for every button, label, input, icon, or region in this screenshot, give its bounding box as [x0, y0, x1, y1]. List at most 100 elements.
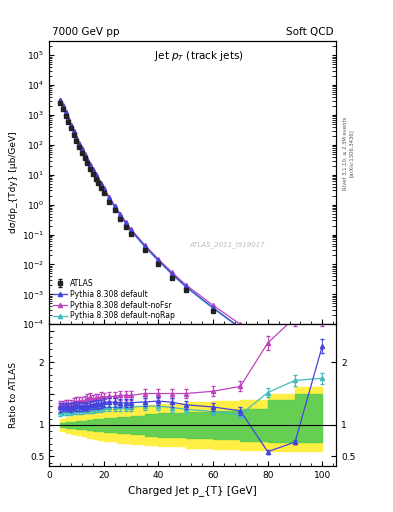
Pythia 8.308 default — [101, 186, 106, 192]
Pythia 8.308 default-noRap — [72, 129, 76, 135]
Pythia 8.308 default-noFsr — [107, 194, 112, 200]
Pythia 8.308 default-noFsr — [88, 161, 92, 167]
Pythia 8.308 default-noFsr — [61, 102, 65, 109]
Pythia 8.308 default-noRap — [90, 167, 95, 174]
Pythia 8.308 default — [69, 122, 73, 128]
Text: Soft QCD: Soft QCD — [286, 27, 333, 37]
Pythia 8.308 default-noFsr — [238, 321, 243, 327]
Pythia 8.308 default-noRap — [77, 141, 81, 147]
Pythia 8.308 default — [184, 283, 188, 289]
Line: Pythia 8.308 default-noRap: Pythia 8.308 default-noRap — [58, 99, 325, 373]
Pythia 8.308 default-noRap — [238, 326, 243, 332]
Pythia 8.308 default-noRap — [129, 228, 134, 234]
Pythia 8.308 default — [320, 365, 325, 371]
Pythia 8.308 default — [72, 128, 76, 134]
Pythia 8.308 default — [123, 220, 128, 226]
Pythia 8.308 default-noFsr — [320, 362, 325, 369]
Pythia 8.308 default-noFsr — [112, 203, 117, 209]
Pythia 8.308 default — [156, 257, 161, 263]
Pythia 8.308 default-noRap — [107, 196, 112, 202]
Y-axis label: dσ/dp_{Tdy} [μb/GeV]: dσ/dp_{Tdy} [μb/GeV] — [9, 132, 18, 233]
Pythia 8.308 default-noRap — [93, 173, 98, 179]
Text: [arXiv:1306.3436]: [arXiv:1306.3436] — [349, 130, 354, 178]
Pythia 8.308 default — [211, 305, 215, 311]
Pythia 8.308 default — [82, 152, 87, 158]
Pythia 8.308 default-noFsr — [265, 334, 270, 340]
Pythia 8.308 default-noRap — [99, 182, 103, 188]
Pythia 8.308 default-noFsr — [85, 156, 90, 162]
Pythia 8.308 default-noFsr — [72, 127, 76, 134]
Pythia 8.308 default-noFsr — [79, 145, 84, 152]
Pythia 8.308 default-noRap — [118, 212, 123, 219]
Text: ATLAS_2011_I919017: ATLAS_2011_I919017 — [189, 242, 265, 248]
Pythia 8.308 default — [85, 157, 90, 163]
Pythia 8.308 default-noFsr — [96, 176, 101, 182]
Pythia 8.308 default-noRap — [58, 98, 62, 104]
Pythia 8.308 default-noFsr — [58, 96, 62, 102]
Pythia 8.308 default-noFsr — [156, 256, 161, 262]
Pythia 8.308 default-noFsr — [63, 109, 68, 115]
Pythia 8.308 default — [61, 102, 65, 109]
Legend: ATLAS, Pythia 8.308 default, Pythia 8.308 default-noFsr, Pythia 8.308 default-no: ATLAS, Pythia 8.308 default, Pythia 8.30… — [51, 277, 176, 322]
Pythia 8.308 default-noRap — [156, 258, 161, 264]
Pythia 8.308 default-noFsr — [142, 242, 147, 248]
Pythia 8.308 default-noFsr — [69, 121, 73, 127]
Pythia 8.308 default-noFsr — [101, 185, 106, 191]
Pythia 8.308 default — [79, 146, 84, 153]
Pythia 8.308 default — [63, 110, 68, 116]
Pythia 8.308 default-noFsr — [93, 171, 98, 177]
Pythia 8.308 default-noFsr — [82, 151, 87, 157]
Pythia 8.308 default-noFsr — [184, 282, 188, 288]
Pythia 8.308 default-noRap — [142, 244, 147, 250]
Pythia 8.308 default-noFsr — [123, 219, 128, 225]
Pythia 8.308 default-noFsr — [211, 302, 215, 308]
Pythia 8.308 default-noRap — [63, 110, 68, 116]
Pythia 8.308 default-noFsr — [99, 180, 103, 186]
Pythia 8.308 default — [74, 135, 79, 141]
Pythia 8.308 default-noRap — [66, 116, 71, 122]
Pythia 8.308 default-noRap — [101, 186, 106, 193]
Pythia 8.308 default — [88, 162, 92, 168]
Line: Pythia 8.308 default: Pythia 8.308 default — [58, 98, 325, 370]
Pythia 8.308 default — [90, 167, 95, 173]
Pythia 8.308 default-noRap — [69, 122, 73, 129]
Pythia 8.308 default-noRap — [74, 135, 79, 141]
Pythia 8.308 default — [112, 203, 117, 209]
Pythia 8.308 default-noRap — [88, 163, 92, 169]
Pythia 8.308 default-noRap — [184, 284, 188, 290]
Pythia 8.308 default-noRap — [123, 220, 128, 226]
Pythia 8.308 default — [99, 181, 103, 187]
X-axis label: Charged Jet p_{T} [GeV]: Charged Jet p_{T} [GeV] — [128, 485, 257, 496]
Pythia 8.308 default-noFsr — [90, 166, 95, 172]
Pythia 8.308 default-noRap — [320, 368, 325, 374]
Pythia 8.308 default — [129, 227, 134, 233]
Text: Jet $p_T$ (track jets): Jet $p_T$ (track jets) — [154, 50, 243, 63]
Pythia 8.308 default-noRap — [79, 147, 84, 153]
Pythia 8.308 default-noFsr — [77, 140, 81, 146]
Pythia 8.308 default-noRap — [61, 103, 65, 110]
Pythia 8.308 default — [58, 97, 62, 103]
Pythia 8.308 default-noRap — [96, 177, 101, 183]
Pythia 8.308 default-noRap — [82, 152, 87, 158]
Pythia 8.308 default-noFsr — [170, 269, 174, 275]
Pythia 8.308 default-noFsr — [129, 226, 134, 232]
Pythia 8.308 default-noFsr — [293, 348, 298, 354]
Y-axis label: Ratio to ATLAS: Ratio to ATLAS — [9, 362, 18, 428]
Pythia 8.308 default-noFsr — [66, 115, 71, 121]
Pythia 8.308 default — [118, 211, 123, 218]
Pythia 8.308 default — [77, 141, 81, 147]
Pythia 8.308 default-noRap — [211, 305, 215, 311]
Line: Pythia 8.308 default-noFsr: Pythia 8.308 default-noFsr — [58, 97, 325, 368]
Pythia 8.308 default — [107, 195, 112, 201]
Text: 7000 GeV pp: 7000 GeV pp — [52, 27, 119, 37]
Pythia 8.308 default-noRap — [85, 158, 90, 164]
Pythia 8.308 default — [93, 172, 98, 178]
Pythia 8.308 default-noRap — [112, 204, 117, 210]
Pythia 8.308 default — [238, 325, 243, 331]
Pythia 8.308 default — [66, 116, 71, 122]
Pythia 8.308 default-noRap — [265, 339, 270, 345]
Text: Rivet 3.1.10, ≥ 2.3M events: Rivet 3.1.10, ≥ 2.3M events — [343, 117, 348, 190]
Pythia 8.308 default — [96, 177, 101, 183]
Pythia 8.308 default — [142, 243, 147, 249]
Pythia 8.308 default-noFsr — [118, 210, 123, 217]
